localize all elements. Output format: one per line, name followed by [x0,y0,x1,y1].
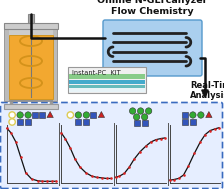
Point [78,166,82,169]
FancyBboxPatch shape [4,104,58,109]
FancyBboxPatch shape [5,29,9,101]
Bar [182,112,188,118]
Circle shape [17,112,23,118]
FancyBboxPatch shape [68,67,146,93]
Text: Instant-PC  KIT: Instant-PC KIT [72,70,121,76]
Bar [182,119,188,125]
Point [177,177,180,180]
Polygon shape [47,112,53,118]
Point [217,126,221,129]
FancyBboxPatch shape [53,29,57,101]
Circle shape [145,108,152,114]
Point [149,140,153,143]
Circle shape [9,112,15,118]
Point [24,171,28,174]
Point [41,180,44,183]
Point [63,137,67,140]
Point [187,164,190,167]
Circle shape [83,112,90,118]
FancyBboxPatch shape [69,88,145,92]
FancyBboxPatch shape [28,14,34,23]
FancyBboxPatch shape [69,85,145,88]
FancyBboxPatch shape [4,23,58,29]
Point [208,129,212,132]
Point [198,140,202,143]
Bar [134,120,140,126]
Point [203,133,207,136]
Circle shape [190,112,196,118]
Point [168,179,172,182]
Point [9,131,13,134]
Point [73,158,77,161]
Point [105,177,108,180]
Point [109,177,112,180]
Point [159,137,163,140]
Point [182,174,185,177]
Point [132,158,136,161]
Point [172,178,175,181]
Circle shape [129,108,136,114]
Circle shape [198,112,204,118]
FancyBboxPatch shape [9,35,53,99]
Point [163,136,166,139]
Point [138,150,142,153]
Bar [32,112,38,118]
Point [213,127,217,130]
Point [90,175,94,178]
Circle shape [9,119,15,125]
Point [30,177,33,180]
Point [144,144,148,147]
Bar [142,120,148,126]
Polygon shape [98,112,105,118]
Circle shape [141,114,148,120]
FancyBboxPatch shape [5,29,57,101]
Point [46,180,49,183]
FancyBboxPatch shape [103,20,202,76]
Text: Online N-GLYcanyzer
Flow Chemistry: Online N-GLYcanyzer Flow Chemistry [97,0,208,16]
Point [5,127,9,130]
Circle shape [138,108,144,114]
Point [54,180,58,183]
Point [14,140,18,143]
Bar [17,119,23,125]
Bar [75,119,81,125]
Point [51,180,54,183]
Bar [83,119,89,125]
Circle shape [25,112,31,118]
Bar [90,112,96,118]
Bar [190,119,196,125]
Point [19,156,23,159]
Point [59,131,63,134]
Point [36,179,39,182]
Polygon shape [206,112,212,118]
Point [127,166,131,169]
Point [95,176,99,179]
Point [118,175,121,178]
Point [154,138,158,141]
Text: Real-Time
Analysis: Real-Time Analysis [190,81,224,100]
Bar [25,119,31,125]
FancyBboxPatch shape [69,80,145,84]
Point [114,176,117,179]
FancyBboxPatch shape [0,102,222,188]
Point [193,152,196,155]
FancyBboxPatch shape [69,74,145,79]
Circle shape [134,114,140,120]
Bar [39,112,45,118]
Point [123,172,126,175]
Point [100,176,103,179]
Circle shape [67,112,73,118]
Point [84,171,88,174]
Point [68,146,72,149]
Circle shape [75,112,82,118]
